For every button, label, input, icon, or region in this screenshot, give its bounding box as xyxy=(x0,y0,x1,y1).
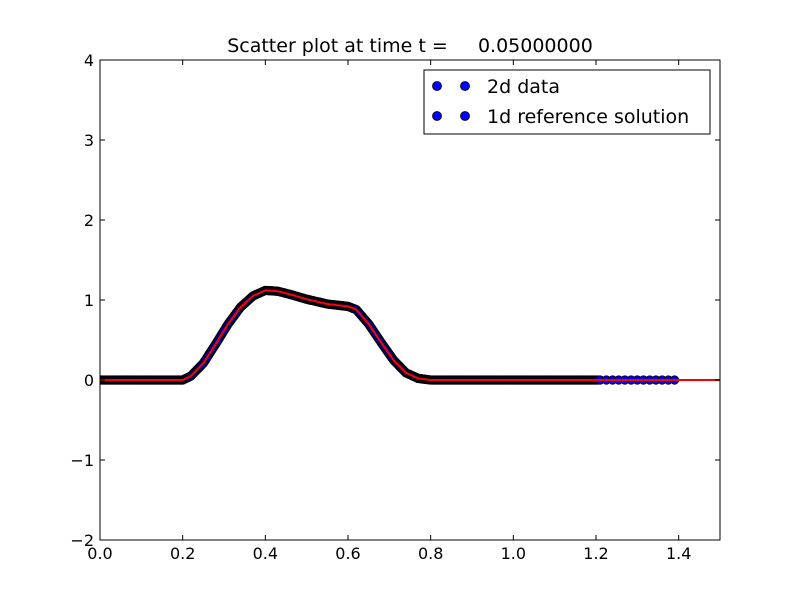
y-tick-label-6: 4 xyxy=(84,51,94,70)
legend-marker-2d-data-b xyxy=(460,81,470,91)
legend-label-2d-data: 2d data xyxy=(487,76,560,98)
x-tick-label-5: 1.0 xyxy=(501,544,526,563)
x-tick-label-3: 0.6 xyxy=(335,544,360,563)
x-tick-label-0: 0.0 xyxy=(87,544,112,563)
legend-label-reference: 1d reference solution xyxy=(487,106,689,128)
legend-marker-reference-a xyxy=(432,111,442,121)
legend-box xyxy=(423,69,711,135)
y-tick-label-0: −2 xyxy=(70,531,94,550)
axes-background xyxy=(100,60,720,540)
legend: 2d data 1d reference solution xyxy=(423,69,711,135)
legend-marker-2d-data-a xyxy=(432,81,442,91)
y-tick-label-2: 0 xyxy=(84,371,94,390)
plot-area xyxy=(100,60,720,540)
chart-title: Scatter plot at time t = 0.05000000 xyxy=(227,35,593,57)
y-tick-label-5: 3 xyxy=(84,131,94,150)
y-tick-label-4: 2 xyxy=(84,211,94,230)
y-tick-label-1: −1 xyxy=(70,451,94,470)
legend-marker-reference-b xyxy=(460,111,470,121)
data-layer xyxy=(100,285,720,385)
series-line-1d-reference xyxy=(100,289,720,381)
x-tick-label-7: 1.4 xyxy=(666,544,691,563)
x-tick-label-2: 0.4 xyxy=(253,544,278,563)
x-tick-label-6: 1.2 xyxy=(583,544,608,563)
axes: 0.0 0.2 0.4 0.6 0.8 1.0 1.2 1.4 −2 −1 0 1 2 3 4 xyxy=(70,51,721,563)
y-tick-label-3: 1 xyxy=(84,291,94,310)
x-tick-label-1: 0.2 xyxy=(170,544,195,563)
x-tick-label-4: 0.8 xyxy=(418,544,443,563)
